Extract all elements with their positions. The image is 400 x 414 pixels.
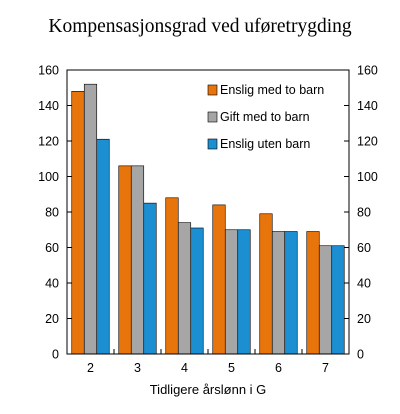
legend: Enslig med to barn Gift med to barn Enslig… (207, 83, 324, 151)
bar-gift-med-to-barn-6 (271, 231, 286, 355)
bar-enslig-med-to-barn-3 (118, 165, 132, 355)
bar-gift-med-to-barn-4 (177, 222, 192, 355)
bar-enslig-uten-barn-7 (331, 245, 345, 355)
legend-label-gift-med-to-barn: Gift med to barn (220, 110, 310, 124)
bar-enslig-med-to-barn-7 (306, 231, 320, 355)
axes-layer: 0 0 20 20 40 40 60 60 80 80 100 100 120 120 140 140 160 1… (38, 64, 378, 376)
y-tick-label-left-160: 160 (38, 64, 59, 78)
bar-enslig-med-to-barn-5 (212, 204, 226, 355)
x-tick-label-3: 3 (134, 361, 141, 375)
bar-enslig-uten-barn-5 (237, 229, 251, 355)
bar-enslig-med-to-barn-2 (71, 91, 85, 355)
y-tick-label-left-80: 80 (45, 206, 59, 220)
y-tick-label-right-60: 60 (357, 241, 371, 255)
y-tick-label-left-120: 120 (38, 135, 59, 149)
x-tick-label-7: 7 (322, 361, 329, 375)
bar-enslig-uten-barn-2 (96, 138, 110, 355)
y-tick-label-right-80: 80 (357, 206, 371, 220)
bar-gift-med-to-barn-7 (318, 245, 333, 355)
y-tick-label-left-0: 0 (52, 348, 59, 362)
bar-enslig-med-to-barn-4 (165, 197, 179, 355)
y-tick-label-right-120: 120 (357, 135, 378, 149)
x-tick-label-2: 2 (87, 361, 94, 375)
legend-swatch-enslig-med-to-barn (207, 84, 218, 96)
bar-enslig-uten-barn-4 (190, 227, 204, 355)
bar-enslig-uten-barn-6 (284, 231, 298, 355)
bars-layer (71, 83, 345, 355)
y-tick-label-left-60: 60 (45, 241, 59, 255)
y-tick-label-right-20: 20 (357, 312, 371, 326)
y-tick-label-right-0: 0 (357, 348, 364, 362)
x-tick-label-4: 4 (181, 361, 188, 375)
y-tick-label-left-100: 100 (38, 170, 59, 184)
legend-label-enslig-uten-barn: Enslig uten barn (220, 137, 310, 151)
bar-enslig-med-to-barn-6 (259, 213, 273, 355)
x-axis-title: Tidligere årslønn i G (150, 382, 267, 397)
x-tick-label-6: 6 (275, 361, 282, 375)
legend-swatch-enslig-uten-barn (207, 138, 218, 150)
x-tick-label-5: 5 (228, 361, 235, 375)
bar-enslig-uten-barn-3 (143, 202, 157, 355)
y-tick-label-left-20: 20 (45, 312, 59, 326)
y-tick-label-right-140: 140 (357, 99, 378, 113)
y-tick-label-left-40: 40 (45, 277, 59, 291)
y-tick-label-right-160: 160 (357, 64, 378, 78)
legend-label-enslig-med-to-barn: Enslig med to barn (220, 83, 324, 97)
y-tick-label-left-140: 140 (38, 99, 59, 113)
bar-gift-med-to-barn-2 (83, 83, 98, 355)
y-tick-label-right-40: 40 (357, 277, 371, 291)
y-tick-label-right-100: 100 (357, 170, 378, 184)
bar-gift-med-to-barn-5 (224, 229, 239, 355)
bar-gift-med-to-barn-3 (130, 165, 145, 355)
legend-swatch-gift-med-to-barn (207, 111, 218, 123)
chart-title: Kompensasjonsgrad ved uføretrygding (48, 16, 352, 37)
